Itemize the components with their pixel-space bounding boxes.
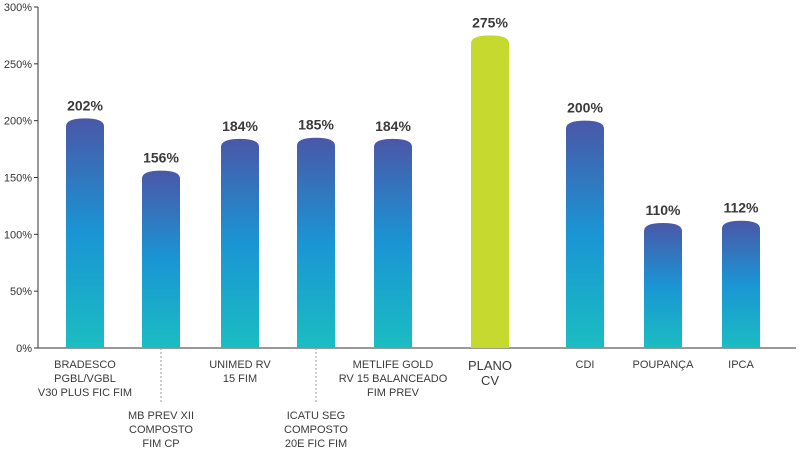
x-tick-label: ICATU SEG	[287, 410, 345, 422]
y-tick-label: 300%	[4, 2, 32, 14]
x-tick-label: RV 15 BALANCEADO	[339, 373, 448, 385]
bar	[471, 35, 509, 349]
x-tick-label: COMPOSTO	[284, 424, 348, 436]
y-tick-label: 150%	[4, 173, 32, 185]
x-tick-label: FIM PREV	[367, 387, 420, 399]
data-label: 156%	[143, 150, 179, 166]
x-tick-label: 20E FIC FIM	[285, 438, 347, 450]
y-tick-label: 100%	[4, 229, 32, 241]
x-tick-label: METLIFE GOLD	[353, 359, 434, 371]
y-tick-label: 250%	[4, 59, 32, 71]
bar	[66, 118, 104, 348]
x-tick-label: MB PREV XII	[128, 410, 194, 422]
data-label: 110%	[645, 202, 681, 218]
x-tick-label: POUPANÇA	[633, 359, 695, 371]
x-tick-label: PGBL/VGBL	[54, 373, 116, 385]
x-tick-label: PLANO	[468, 358, 512, 373]
data-label: 184%	[375, 118, 411, 134]
x-axis-labels: BRADESCO PGBL/VGBL V30 PLUS FIC FIM MB PREV…	[38, 348, 754, 450]
data-label: 184%	[222, 118, 258, 134]
bar	[722, 220, 760, 348]
bars: 202% 156% 184% 185% 184% 275% 200% 110% 112%	[66, 14, 760, 349]
y-tick-label: 50%	[10, 286, 32, 298]
x-tick-label: CV	[481, 373, 499, 388]
bar	[142, 170, 180, 348]
data-label: 202%	[67, 97, 103, 113]
bar	[221, 138, 259, 348]
bar	[566, 120, 604, 349]
x-tick-label: V30 PLUS FIC FIM	[38, 387, 132, 399]
bar	[644, 222, 682, 348]
data-label: 185%	[298, 117, 334, 133]
data-label: 200%	[567, 100, 603, 116]
x-tick-label: BRADESCO	[54, 359, 116, 371]
bar	[374, 138, 412, 348]
x-tick-label: IPCA	[728, 359, 754, 371]
data-label: 275%	[472, 14, 508, 30]
x-tick-label: COMPOSTO	[129, 424, 193, 436]
x-tick-label: CDI	[576, 359, 595, 371]
data-label: 112%	[723, 200, 759, 216]
x-tick-label: FIM CP	[142, 438, 179, 450]
y-tick-label: 0%	[16, 343, 32, 355]
x-tick-label: 15 FIM	[223, 373, 257, 385]
x-tick-label: UNIMED RV	[209, 359, 271, 371]
bar	[297, 137, 335, 348]
y-tick-label: 200%	[4, 116, 32, 128]
